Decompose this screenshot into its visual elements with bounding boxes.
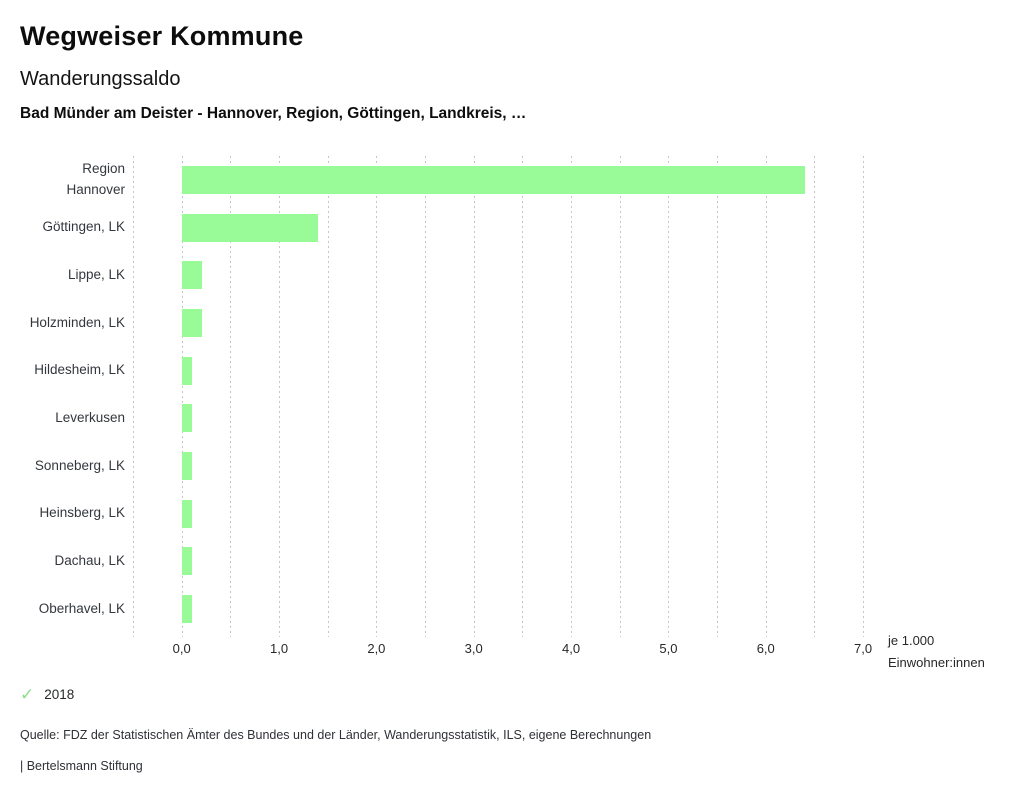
gridline — [619, 156, 621, 637]
bar — [182, 261, 202, 290]
x-axis-tick-label: 6,0 — [756, 641, 775, 656]
chart-subtitle: Bad Münder am Deister - Hannover, Region… — [20, 105, 527, 122]
bar — [182, 213, 319, 242]
category-label: Region Hannover — [66, 161, 125, 197]
gridline — [230, 156, 232, 637]
category-label: Lippe, LK — [67, 266, 125, 282]
category-label: Hildesheim, LK — [34, 362, 125, 378]
bar — [182, 452, 192, 481]
bar — [182, 404, 192, 433]
gridline — [279, 156, 281, 637]
bar — [182, 595, 192, 624]
x-axis-tick-label: 4,0 — [562, 641, 581, 656]
source-text: Quelle: FDZ der Statistischen Ämter des … — [20, 728, 652, 742]
x-axis-unit-label: je 1.000 Einwohner:innen — [888, 633, 985, 670]
x-axis-tick-label: 1,0 — [269, 641, 289, 656]
bar — [182, 547, 192, 576]
gridline — [522, 156, 524, 637]
gridline — [814, 156, 816, 637]
x-axis-tick-label: 2,0 — [367, 641, 386, 656]
category-label: Dachau, LK — [54, 553, 125, 569]
gridline — [473, 156, 475, 637]
legend-item-2018[interactable]: ✓ 2018 — [20, 686, 74, 703]
legend-label: 2018 — [44, 687, 75, 702]
check-icon: ✓ — [20, 685, 35, 704]
gridline — [181, 156, 183, 637]
x-axis-tick-label: 0,0 — [172, 641, 191, 656]
gridline — [717, 156, 719, 637]
category-label: Holzminden, LK — [29, 314, 125, 330]
x-axis-tick-label: 3,0 — [464, 641, 483, 656]
category-label: Göttingen, LK — [42, 219, 125, 235]
gridline — [571, 156, 573, 637]
gridline — [376, 156, 378, 637]
x-axis-tick-label: 7,0 — [854, 641, 873, 656]
chart-title: Wanderungssaldo — [20, 68, 181, 90]
attribution-text: | Bertelsmann Stiftung — [20, 759, 143, 773]
gridline — [327, 156, 329, 637]
gridline — [863, 156, 865, 637]
page-title: Wegweiser Kommune — [20, 21, 304, 51]
gridline — [425, 156, 427, 637]
bar — [182, 308, 202, 337]
x-axis-tick-label: 5,0 — [659, 641, 678, 656]
gridline — [133, 156, 135, 637]
category-label: Sonneberg, LK — [34, 457, 125, 473]
category-label: Oberhavel, LK — [38, 600, 125, 616]
bar — [182, 165, 806, 194]
gridline — [765, 156, 767, 637]
gridline — [668, 156, 670, 637]
category-label: Heinsberg, LK — [39, 505, 125, 521]
bar — [182, 499, 192, 528]
bar — [182, 356, 192, 385]
category-label: Leverkusen — [55, 410, 125, 426]
